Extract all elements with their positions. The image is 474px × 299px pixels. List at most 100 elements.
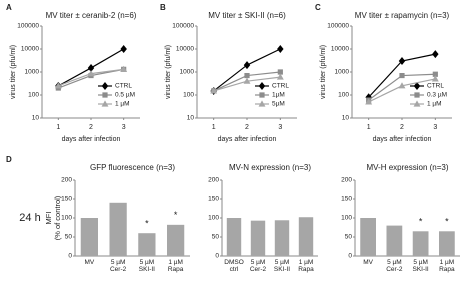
legend-label: 0.3 µM bbox=[427, 92, 447, 99]
panel-letter: D bbox=[6, 155, 12, 164]
marker bbox=[277, 45, 284, 53]
y-tick-label: 100 bbox=[28, 92, 39, 99]
y-tick-label: 10000 bbox=[21, 46, 39, 53]
marker bbox=[398, 57, 406, 66]
marker bbox=[258, 100, 266, 107]
x-tick-label: 1 bbox=[367, 124, 371, 131]
y-tick-label: 50 bbox=[212, 234, 220, 241]
x-tick-label: 1 µM Rapa bbox=[167, 259, 184, 273]
marker bbox=[414, 92, 420, 98]
marker bbox=[277, 69, 283, 75]
marker bbox=[243, 77, 251, 84]
legend-label: 1 µM bbox=[427, 101, 442, 108]
x-tick-label: 5 µM Cer-2 bbox=[386, 259, 403, 273]
bar bbox=[167, 224, 185, 256]
chart-title: MV-N expression (n=3) bbox=[229, 163, 311, 172]
y-tick-label: 10 bbox=[187, 115, 195, 122]
x-tick-label: MV bbox=[363, 259, 373, 266]
x-tick-label: 3 bbox=[278, 124, 282, 131]
y-tick-label: 200 bbox=[208, 177, 219, 184]
y-tick-label: 10 bbox=[32, 115, 40, 122]
bar bbox=[439, 231, 455, 256]
y-tick-label: 100 bbox=[338, 92, 349, 99]
legend-label: 1 µM bbox=[115, 101, 130, 108]
bar bbox=[80, 218, 98, 256]
marker bbox=[431, 75, 439, 82]
significance-mark: * bbox=[145, 219, 149, 229]
y-tick-label: 200 bbox=[61, 177, 72, 184]
chart-title: MV titer ± rapamycin (n=3) bbox=[355, 11, 450, 20]
panel-letter: B bbox=[160, 3, 166, 12]
legend-label: CTRL bbox=[427, 83, 444, 90]
y-tick-label: 0 bbox=[215, 253, 219, 260]
x-tick-label: 5 µM SKI-II bbox=[273, 259, 291, 273]
panel-letter: A bbox=[6, 3, 12, 12]
y-tick-label: 0 bbox=[68, 253, 72, 260]
y-tick-label: 200 bbox=[341, 177, 352, 184]
x-tick-label: MV bbox=[84, 259, 95, 266]
x-axis-label: days after infection bbox=[62, 136, 121, 143]
y-tick-label: 50 bbox=[65, 234, 73, 241]
x-axis-label: days after infection bbox=[218, 136, 277, 143]
marker bbox=[101, 82, 109, 90]
marker bbox=[210, 87, 218, 94]
marker bbox=[244, 72, 250, 79]
x-tick-label: 1 bbox=[212, 124, 216, 131]
y-tick-label: 100000 bbox=[17, 23, 39, 30]
x-tick-label: 2 bbox=[89, 124, 93, 131]
marker bbox=[54, 82, 62, 89]
bar bbox=[412, 231, 429, 256]
marker bbox=[259, 92, 265, 98]
marker bbox=[87, 69, 95, 77]
marker bbox=[120, 45, 127, 53]
marker bbox=[102, 92, 108, 98]
y-tick-label: 150 bbox=[208, 196, 219, 203]
marker bbox=[243, 61, 251, 70]
marker bbox=[399, 72, 405, 79]
y-axis-label: virus titer (pfu/ml) bbox=[165, 45, 172, 99]
panel-letter: C bbox=[315, 3, 321, 12]
series-line bbox=[213, 48, 281, 92]
y-tick-label: 100 bbox=[208, 215, 219, 222]
bar bbox=[360, 218, 376, 256]
chart-title: MV-H expression (n=3) bbox=[366, 163, 448, 172]
legend-label: CTRL bbox=[115, 83, 132, 90]
y-tick-label: 100000 bbox=[327, 23, 349, 30]
significance-mark: * bbox=[174, 210, 178, 220]
x-tick-label: 2 bbox=[400, 124, 404, 131]
marker bbox=[258, 82, 266, 90]
x-tick-label: 1 µM Rapa bbox=[298, 259, 314, 273]
y-tick-label: 100 bbox=[183, 92, 194, 99]
marker bbox=[432, 71, 438, 77]
marker bbox=[413, 100, 421, 107]
bar bbox=[250, 220, 266, 256]
legend-label: 0.5 µM bbox=[115, 92, 135, 99]
y-tick-label: 150 bbox=[61, 196, 72, 203]
y-tick-label: 50 bbox=[345, 234, 353, 241]
marker bbox=[120, 65, 128, 72]
y-axis-label: MFI bbox=[44, 212, 53, 225]
x-tick-label: 5 µM Cer-2 bbox=[249, 259, 267, 273]
x-tick-label: DMSO ctrl bbox=[224, 259, 244, 273]
bar bbox=[138, 233, 156, 256]
y-tick-label: 10000 bbox=[331, 46, 349, 53]
bar bbox=[109, 202, 127, 256]
y-tick-label: 10000 bbox=[176, 46, 194, 53]
x-tick-label: 5 µM Cer-2 bbox=[109, 259, 127, 273]
x-tick-label: 5 µM SKI-II bbox=[412, 259, 429, 273]
row-label: 24 h bbox=[19, 212, 40, 224]
chart-title: MV titer ± SKI-II (n=6) bbox=[208, 11, 286, 20]
chart-title: MV titer ± ceranib-2 (n=6) bbox=[46, 11, 137, 20]
legend-label: CTRL bbox=[272, 83, 289, 90]
y-tick-label: 100 bbox=[341, 215, 352, 222]
marker bbox=[101, 100, 109, 107]
x-tick-label: 2 bbox=[245, 124, 249, 131]
y-tick-label: 0 bbox=[348, 253, 352, 260]
x-axis-label: days after infection bbox=[373, 136, 432, 143]
x-tick-label: 3 bbox=[433, 124, 437, 131]
y-axis-label: virus titer (pfu/ml) bbox=[320, 45, 327, 99]
y-axis-label: virus titer (pfu/ml) bbox=[10, 45, 17, 99]
significance-mark: * bbox=[419, 217, 423, 227]
